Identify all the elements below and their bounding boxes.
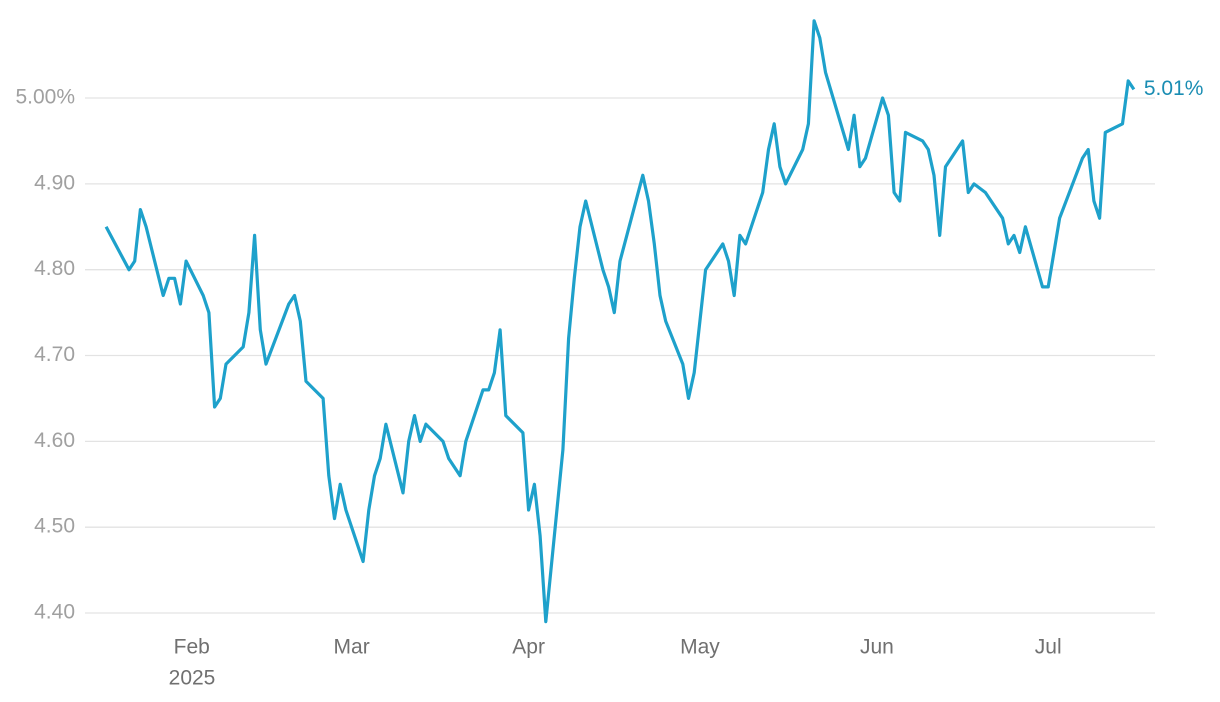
y-tick-label: 4.40: [34, 601, 75, 624]
year-label: 2025: [169, 667, 216, 690]
y-tick-label: 5.00%: [15, 86, 75, 109]
x-tick-label: Jul: [1035, 636, 1062, 659]
y-tick-label: 4.50: [34, 515, 75, 538]
series-line: [104, 19, 1136, 624]
x-tick-label: Jun: [860, 636, 894, 659]
y-tick-label: 4.60: [34, 429, 75, 452]
x-tick-label: May: [680, 636, 720, 659]
y-tick-label: 4.80: [34, 257, 75, 280]
y-tick-label: 4.70: [34, 343, 75, 366]
y-tick-label: 4.90: [34, 171, 75, 194]
x-tick-label: Apr: [512, 636, 545, 659]
x-tick-label: Mar: [334, 636, 370, 659]
x-tick-label: Feb: [174, 636, 210, 659]
end-label: 5.01%: [1144, 77, 1204, 100]
